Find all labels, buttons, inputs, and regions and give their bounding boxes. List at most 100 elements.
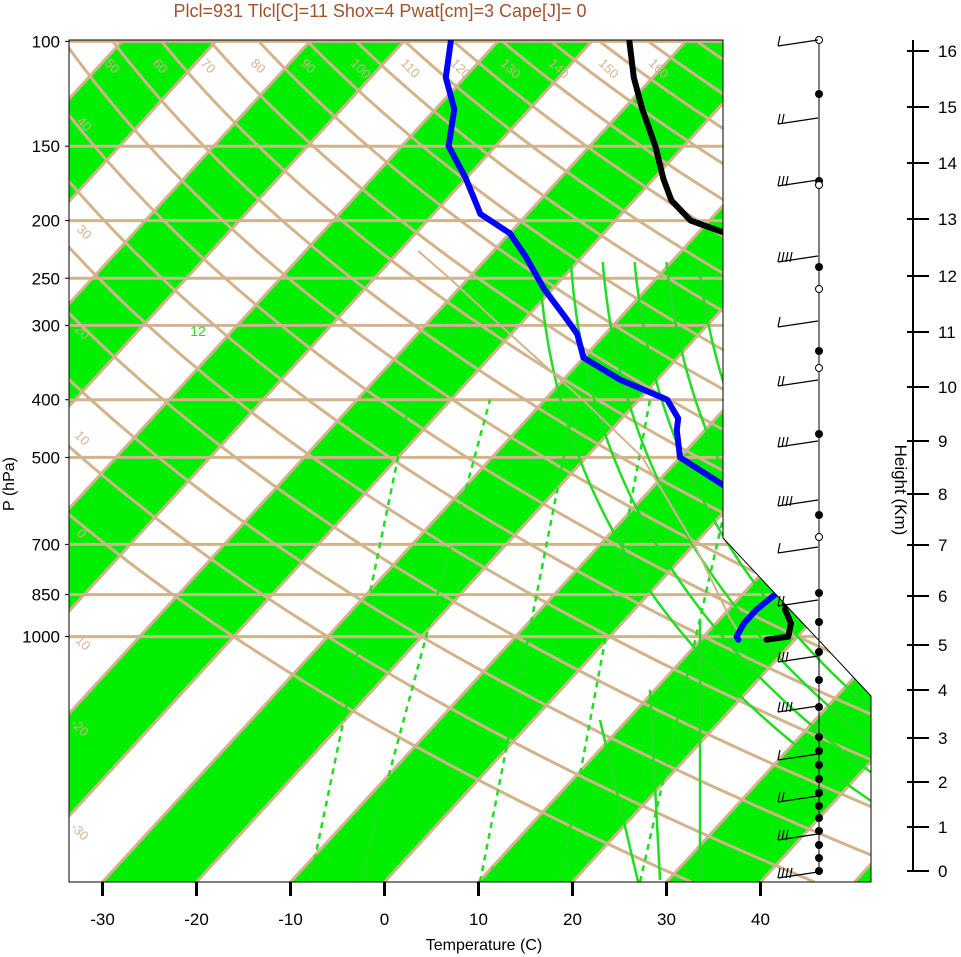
temperature-tick-label: 40 <box>751 910 770 929</box>
mixing-ratio-label: 16 <box>262 323 278 339</box>
wind-level-dot <box>815 511 823 519</box>
wind-level-dot <box>815 733 823 741</box>
pressure-tick-label: 300 <box>32 316 60 335</box>
height-tick-label: 13 <box>938 210 957 229</box>
dry-adiabat <box>69 41 871 882</box>
wind-barb-feather <box>789 495 793 507</box>
height-tick-label: 12 <box>938 267 957 286</box>
adiabat-label: 20 <box>792 589 813 610</box>
pressure-tick-label: 1000 <box>22 628 60 647</box>
adiabat-label: 30 <box>842 645 863 666</box>
wind-barb <box>777 599 819 607</box>
isotherm <box>69 40 407 882</box>
wind-barb-feather <box>777 375 781 387</box>
moist-adiabat <box>537 261 871 882</box>
height-tick-label: 11 <box>938 323 956 342</box>
dry-adiabat <box>69 41 871 882</box>
pressure-tick-label: 400 <box>32 391 60 410</box>
pressure-tick-label: 700 <box>32 535 60 554</box>
dry-adiabat <box>453 40 871 882</box>
wind-level-dot <box>815 827 823 835</box>
adiabat-label: -10 <box>70 630 94 654</box>
wind-level-dot <box>815 802 823 810</box>
wind-barb-feather <box>789 251 793 263</box>
wind-barb-feather <box>781 436 785 448</box>
wind-barb-feather <box>785 175 789 187</box>
wind-level-dot <box>815 854 823 862</box>
wind-barb-feather <box>777 829 781 841</box>
wind-barb <box>777 705 819 713</box>
height-tick-label: 1 <box>938 818 947 837</box>
dry-adiabat <box>69 41 871 882</box>
wind-barb <box>777 795 819 803</box>
wind-level-dot <box>815 90 823 98</box>
wind-level-open-dot <box>815 285 823 293</box>
height-tick-label: 8 <box>938 485 947 504</box>
parcel-line <box>417 250 743 638</box>
wind-barb <box>777 255 819 263</box>
wind-barb-feather <box>777 35 781 47</box>
x-axis-label: Temperature (C) <box>426 937 542 954</box>
wind-barb-feather <box>789 867 793 879</box>
adiabat-label: 10 <box>727 341 748 362</box>
adiabat-label: 30 <box>74 222 95 243</box>
wind-barb-feather <box>777 651 781 663</box>
wind-barb-feather <box>777 867 781 879</box>
mixing-ratio-label: 12 <box>190 323 206 339</box>
wind-level-dot <box>815 263 823 271</box>
wind-barb-feather <box>777 791 781 803</box>
adiabat-label: 10 <box>72 428 93 449</box>
wind-barb-feather <box>777 113 781 125</box>
wind-level-dot <box>815 589 823 597</box>
temperature-tick-label: 30 <box>657 910 676 929</box>
mixing-ratio-line <box>648 689 662 881</box>
pressure-axis: 100 150 200 250 300 400 500 700 850 1000 <box>22 32 69 647</box>
height-tick-label: 10 <box>938 378 957 397</box>
height-tick-label: 9 <box>938 432 947 451</box>
wind-barb-feather <box>781 829 785 841</box>
wind-barb-feather <box>781 595 785 607</box>
dry-adiabat <box>112 41 871 882</box>
adiabat-label: 30 <box>727 123 748 144</box>
moist-adiabat <box>633 261 871 882</box>
wind-barb-feather <box>781 791 785 803</box>
mixing-ratio-lines <box>308 399 752 882</box>
wind-barb-feather <box>785 495 789 507</box>
wind-level-dot <box>815 747 823 755</box>
isotherm-bands <box>69 40 871 882</box>
adiabat-label: 20 <box>727 233 748 254</box>
wind-barb <box>777 379 819 387</box>
mixing-ratio-label: 3 <box>362 863 370 879</box>
wind-level-open-dot <box>815 181 823 189</box>
wind-barb <box>777 117 819 125</box>
wind-barb-column <box>777 35 823 879</box>
wind-barb-feather <box>789 701 793 713</box>
wind-barb-feather <box>785 867 789 879</box>
wind-barb <box>777 871 819 879</box>
height-tick-label: 6 <box>938 587 947 606</box>
mixing-ratio-line <box>308 399 412 882</box>
wind-barb-feather <box>781 113 785 125</box>
plot-frame <box>68 39 872 883</box>
mixing-ratio-line <box>598 719 642 882</box>
temperature-tick-label: -10 <box>278 910 303 929</box>
wind-barb-feather <box>785 701 789 713</box>
height-tick-label: 7 <box>938 536 947 555</box>
height-tick-label: 3 <box>938 729 947 748</box>
isotherm <box>665 40 871 882</box>
dry-adiabat <box>160 41 871 882</box>
chart-title: Plcl=931 Tlcl[C]=11 Shox=4 Pwat[cm]=3 Ca… <box>173 1 586 21</box>
dry-adiabat <box>355 40 871 882</box>
height-tick-label: 5 <box>938 636 947 655</box>
wind-level-dot <box>815 814 823 822</box>
wind-barb-feather <box>781 495 785 507</box>
wind-level-open-dot <box>815 533 823 541</box>
wind-barb-feather <box>777 595 781 607</box>
height-tick-label: 16 <box>938 42 957 61</box>
dry-adiabat <box>69 41 871 882</box>
wind-level-dot <box>815 761 823 769</box>
wind-level-dot <box>815 347 823 355</box>
wind-barb-feather <box>777 495 781 507</box>
